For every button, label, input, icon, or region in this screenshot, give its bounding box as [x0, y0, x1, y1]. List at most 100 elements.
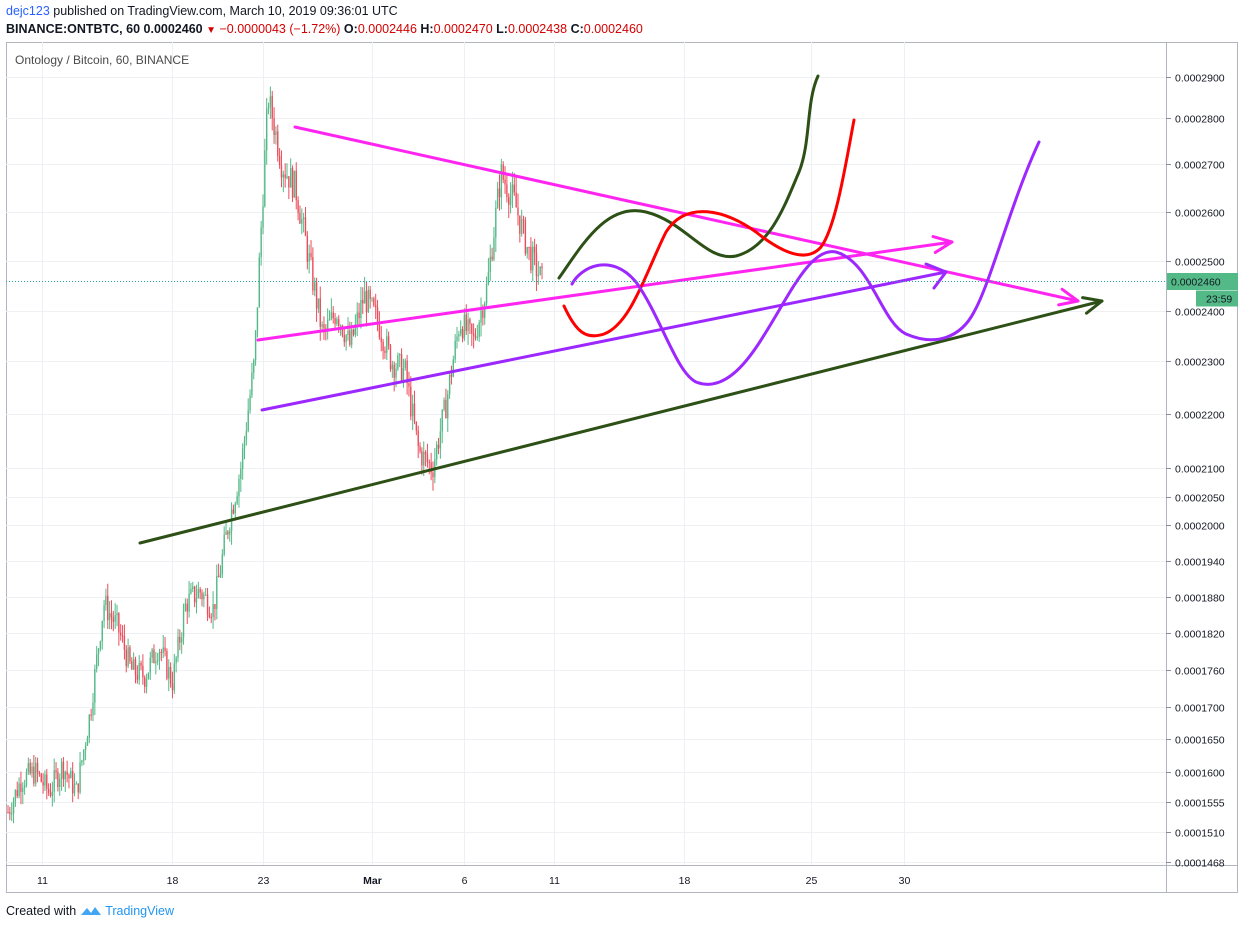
last-price: 0.0002460: [143, 22, 203, 36]
candle-body: [62, 761, 65, 780]
green-projection-curve[interactable]: [557, 74, 820, 280]
time-axis[interactable]: 11 18 23 Mar 6 11 18 25 30: [37, 875, 910, 887]
candle-body: [362, 299, 364, 304]
candle-body: [376, 307, 379, 322]
candle-body: [528, 247, 530, 249]
candle-body: [70, 770, 72, 779]
candle-body: [162, 647, 164, 653]
candle-body: [325, 328, 327, 330]
purple-support-arrow[interactable]: [924, 262, 948, 290]
candle-body: [284, 174, 286, 178]
candle-body: [511, 184, 514, 195]
candle-body: [223, 534, 225, 555]
candle-body: [421, 451, 423, 466]
candle-body: [345, 335, 347, 343]
candle-body: [129, 647, 131, 662]
chart-area[interactable]: Ontology / Bitcoin, 60, BINANCE 0.000290…: [6, 42, 1238, 893]
purple-support-line[interactable]: [260, 270, 948, 412]
candle-body: [509, 194, 512, 205]
candle-body: [413, 403, 416, 422]
candle-body: [208, 614, 211, 618]
candle-body: [321, 324, 323, 327]
created-with-text: Created with: [6, 904, 77, 918]
candle-body: [532, 246, 534, 271]
candle-body: [323, 324, 325, 329]
candle-body: [190, 588, 192, 594]
candle-body: [508, 197, 510, 205]
candle-body: [472, 333, 475, 336]
candle-body: [18, 783, 20, 797]
low-value: 0.0002438: [507, 22, 568, 36]
open-value: 0.0002446: [357, 22, 417, 36]
candle-body: [107, 595, 109, 621]
magenta-resistance-arrow[interactable]: [1057, 287, 1080, 307]
candle-body: [110, 613, 113, 618]
candle-body: [382, 341, 384, 351]
username-link[interactable]: dejc123: [6, 4, 50, 18]
candle-body: [245, 430, 248, 440]
purple-projection-curve[interactable]: [570, 140, 1041, 386]
candle-body: [171, 683, 174, 691]
candle-body: [463, 314, 466, 339]
candle-body: [293, 170, 296, 198]
footer: Created with TradingView: [6, 904, 174, 918]
candle-body: [369, 289, 371, 299]
candle-body: [459, 329, 462, 335]
candle-body: [286, 176, 288, 178]
magenta-support-line[interactable]: [256, 240, 954, 342]
candle-body: [537, 275, 540, 277]
candle-body: [217, 576, 220, 578]
candle-body: [241, 448, 244, 469]
candle-body: [240, 468, 242, 479]
candle-body: [46, 774, 48, 789]
candle-body: [238, 478, 240, 497]
last-price-badge: [1167, 273, 1238, 290]
candle-body: [160, 651, 163, 653]
candle-body: [302, 217, 305, 220]
candle-body: [365, 291, 368, 313]
time-tick-label: 6: [462, 875, 468, 887]
chart-svg[interactable]: Ontology / Bitcoin, 60, BINANCE 0.000290…: [6, 42, 1238, 893]
red-projection-curve[interactable]: [562, 118, 856, 338]
green-trendline-arrow[interactable]: [1081, 296, 1104, 315]
candle-body: [221, 554, 224, 574]
price-axis[interactable]: 0.0002900 0.0002800 0.0002700 0.0002600 0.00…: [1166, 73, 1225, 870]
candle-body: [71, 770, 74, 794]
candle-body: [105, 595, 107, 606]
candle-body: [448, 374, 451, 395]
green-trendline[interactable]: [138, 299, 1104, 545]
candle-body: [256, 307, 259, 331]
candle-body: [186, 603, 188, 612]
candle-body: [317, 298, 320, 309]
candle-body: [188, 593, 190, 612]
candle-body: [533, 246, 536, 253]
candle-body: [86, 737, 89, 746]
candle-body: [360, 299, 362, 319]
candle-body: [38, 772, 41, 774]
candle-body: [306, 235, 309, 262]
candle-body: [465, 314, 467, 332]
time-tick-label: 18: [167, 875, 179, 887]
candle-body: [9, 812, 11, 814]
candle-body: [356, 312, 358, 324]
price-tick-label: 0.0001555: [1175, 798, 1225, 810]
magenta-support-arrow[interactable]: [931, 235, 954, 254]
candle-body: [179, 636, 181, 643]
candle-body: [395, 368, 397, 378]
candle-body: [541, 266, 543, 269]
tradingview-logo-icon[interactable]: [80, 905, 102, 917]
candle-body: [495, 207, 497, 238]
candle-body: [484, 303, 486, 318]
candle-body: [31, 766, 33, 774]
candle-body: [389, 345, 392, 370]
tradingview-brand-link[interactable]: TradingView: [105, 904, 174, 918]
candle-body: [35, 762, 37, 784]
candle-body: [496, 188, 499, 208]
candle-body: [184, 603, 187, 611]
price-tick-label: 0.0002400: [1175, 307, 1225, 319]
candle-body: [461, 329, 464, 339]
candle-body: [471, 324, 473, 334]
candle-body: [480, 310, 482, 323]
time-tick-label: 11: [549, 875, 560, 887]
candle-body: [343, 335, 345, 343]
